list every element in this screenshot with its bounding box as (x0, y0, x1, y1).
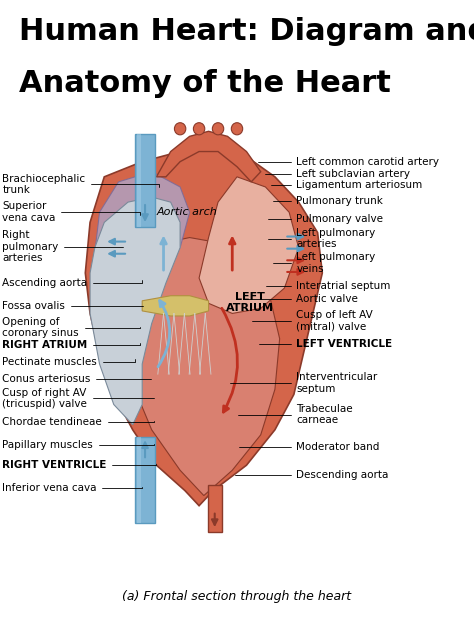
Text: Conus arteriosus: Conus arteriosus (2, 374, 152, 384)
Circle shape (212, 123, 224, 135)
Text: Descending aorta: Descending aorta (235, 470, 389, 481)
Text: Pectinate muscles: Pectinate muscles (2, 357, 135, 366)
Text: Pulmonary trunk: Pulmonary trunk (273, 196, 383, 206)
Text: Chordae tendineae: Chordae tendineae (2, 417, 154, 427)
Text: Papillary muscles: Papillary muscles (2, 440, 154, 450)
Text: Left pulmonary
arteries: Left pulmonary arteries (268, 228, 375, 249)
Bar (135, 134, 155, 228)
Bar (135, 437, 155, 523)
Text: Human Heart: Diagram and: Human Heart: Diagram and (19, 17, 474, 46)
Polygon shape (128, 238, 280, 495)
Text: LEFT VENTRICLE: LEFT VENTRICLE (258, 339, 392, 349)
Text: Cusp of left AV
(mitral) valve: Cusp of left AV (mitral) valve (252, 310, 373, 332)
Text: Left subclavian artery: Left subclavian artery (265, 169, 410, 179)
Text: Ascending aorta: Ascending aorta (2, 278, 142, 288)
Text: Left common carotid artery: Left common carotid artery (258, 157, 439, 167)
Text: (a) Frontal section through the heart: (a) Frontal section through the heart (122, 590, 352, 603)
Circle shape (193, 123, 205, 135)
Text: Pulmonary valve: Pulmonary valve (268, 214, 383, 224)
Text: Left pulmonary
veins: Left pulmonary veins (273, 252, 375, 274)
Text: Right
pulmonary
arteries: Right pulmonary arteries (2, 230, 123, 263)
Text: Fossa ovalis: Fossa ovalis (2, 301, 144, 311)
Bar (208, 486, 222, 532)
Polygon shape (142, 296, 209, 316)
Text: Trabeculae
carneae: Trabeculae carneae (238, 404, 353, 426)
Bar (137, 134, 141, 228)
Circle shape (231, 123, 243, 135)
Text: LEFT
ATRIUM: LEFT ATRIUM (226, 291, 274, 313)
Text: Superior
vena cava: Superior vena cava (2, 201, 140, 223)
Polygon shape (90, 197, 180, 424)
Text: RIGHT ATRIUM: RIGHT ATRIUM (2, 340, 140, 350)
Polygon shape (156, 131, 261, 182)
Polygon shape (95, 172, 190, 273)
Text: Opening of
coronary sinus: Opening of coronary sinus (2, 317, 140, 338)
Polygon shape (199, 177, 299, 313)
Text: RIGHT VENTRICLE: RIGHT VENTRICLE (2, 460, 156, 470)
Text: Aortic valve: Aortic valve (247, 294, 358, 304)
Text: Interventricular
septum: Interventricular septum (230, 373, 377, 394)
Text: Anatomy of the Heart: Anatomy of the Heart (19, 69, 391, 98)
Text: Cusp of right AV
(tricuspid) valve: Cusp of right AV (tricuspid) valve (2, 387, 154, 409)
Bar (137, 437, 141, 523)
Text: Aortic arch: Aortic arch (157, 207, 218, 217)
Text: Interatrial septum: Interatrial septum (266, 281, 391, 291)
Text: Ligamentum arteriosum: Ligamentum arteriosum (271, 180, 422, 191)
Circle shape (174, 123, 186, 135)
Text: Inferior vena cava: Inferior vena cava (2, 483, 142, 493)
Polygon shape (85, 146, 322, 506)
Text: Moderator band: Moderator band (239, 442, 380, 452)
Text: Brachiocephalic
trunk: Brachiocephalic trunk (2, 173, 159, 195)
